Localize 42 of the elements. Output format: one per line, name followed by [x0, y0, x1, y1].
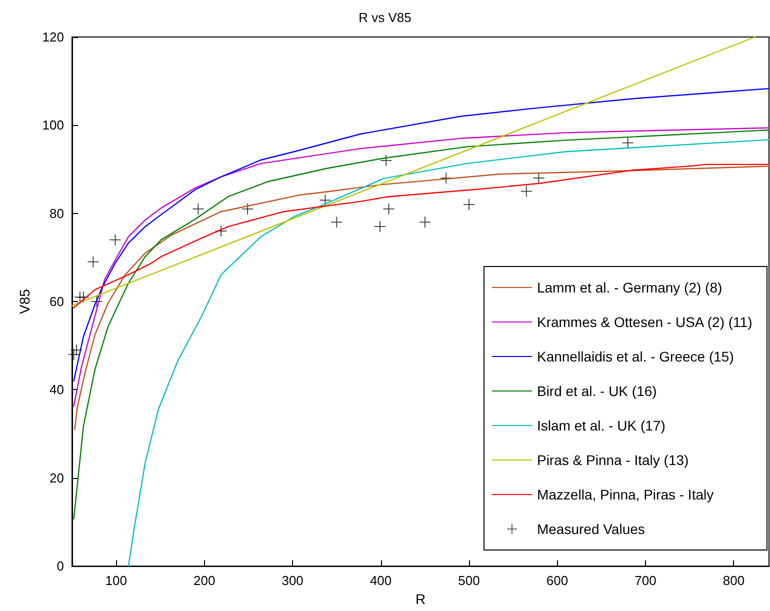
x-tick-label: 300: [282, 573, 304, 588]
line-series: [73, 88, 770, 382]
y-tick-label: 20: [50, 470, 64, 486]
y-axis-title: V85: [16, 288, 32, 314]
y-tick-label: 0: [56, 558, 64, 574]
x-axis-title: R: [415, 591, 426, 607]
point: [242, 203, 254, 214]
line-series: [73, 129, 770, 520]
y-tick-label: 100: [42, 118, 64, 133]
x-tick-label: 100: [105, 573, 127, 588]
x-tick-label: 400: [370, 573, 392, 588]
point: [464, 199, 475, 210]
legend-label: Measured Values: [536, 521, 645, 537]
x-tick-label: 500: [458, 573, 480, 588]
y-tick-label: 120: [42, 30, 64, 44]
point: [192, 203, 204, 214]
point: [622, 137, 634, 148]
x-tick-label: 200: [193, 573, 216, 588]
point: [374, 221, 386, 232]
point: [331, 216, 342, 228]
x-tick-label: 700: [634, 573, 656, 588]
point: [88, 256, 99, 268]
x-tick-label: 600: [546, 573, 568, 588]
point: [520, 186, 532, 197]
line-series: [128, 139, 770, 567]
legend-label: Islam et al. - UK (17): [536, 418, 666, 434]
chart-title: R vs V85: [358, 10, 412, 25]
line-series: [73, 127, 770, 407]
x-tick-label: 800: [722, 573, 745, 588]
line-series: [73, 164, 770, 308]
point: [419, 216, 430, 228]
y-tick-label: 80: [50, 206, 64, 221]
y-tick-label: 40: [50, 382, 64, 398]
point: [70, 344, 82, 356]
point: [380, 154, 392, 166]
legend-label: Piras & Pinna - Italy (13): [536, 452, 689, 468]
legend-label: Mazzella, Pinna, Piras - Italy: [536, 486, 714, 502]
legend-label: Bird et al. - UK (16): [536, 383, 657, 399]
legend-label: Lamm et al. - Germany (2) (8): [536, 280, 722, 296]
y-tick-label: 60: [50, 294, 64, 310]
legend-label: Kannellaidis et al. - Greece (15): [536, 348, 734, 364]
legend-label: Krammes & Ottesen - USA (2) (11): [536, 314, 752, 330]
